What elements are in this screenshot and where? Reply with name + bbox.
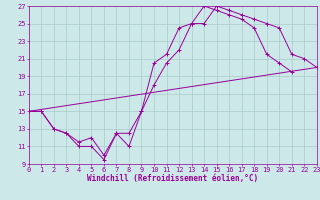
X-axis label: Windchill (Refroidissement éolien,°C): Windchill (Refroidissement éolien,°C) (87, 174, 258, 183)
